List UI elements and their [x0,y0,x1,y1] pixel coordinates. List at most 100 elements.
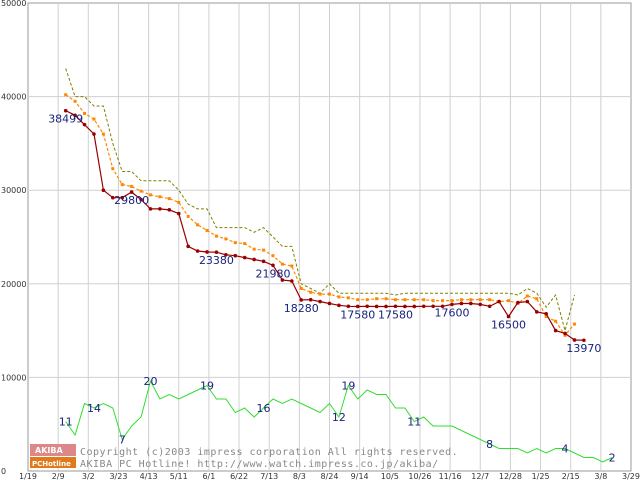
min-point [355,304,360,309]
x-tick-label: 3/29 [622,472,640,480]
min-point [73,113,77,118]
min-point [403,304,407,309]
avg-point [64,93,68,97]
avg-point [158,195,162,199]
series-layer [63,68,613,463]
avg-point [290,264,294,268]
avg-point [186,214,190,218]
min-data-label: 21980 [255,267,290,280]
min-point [167,208,172,212]
x-tick-label: 3/23 [109,472,127,480]
min-point [158,207,162,211]
min-point [506,314,511,319]
x-tick-label: 11/16 [439,472,462,480]
min-data-label: 13970 [566,342,601,355]
avg-point [431,299,435,303]
min-point [110,195,115,200]
count-data-label: 16 [257,402,271,415]
min-point [365,304,369,309]
min-point [271,263,275,268]
min-point [205,250,209,254]
min-data-label: 18280 [284,302,319,315]
min-point [469,301,473,306]
x-axis: 1/19 2/9 3/2 3/23 4/13 5/11 6/1 6/22 7/13 8/3 8/24… [19,472,640,480]
count-data-label: 11 [59,416,73,429]
avg-point [233,241,237,245]
min-point [582,338,586,343]
copyright-line-2: AKIBA PC Hotline! http://www.watch.impre… [80,459,439,470]
min-point [459,301,464,306]
avg-point [92,117,96,121]
avg-point [196,223,200,227]
y-tick-label: 0 [1,467,6,476]
min-point [346,304,351,309]
avg-point [83,111,87,115]
avg-point [450,299,454,303]
min-point [290,279,294,283]
min-point [384,304,388,309]
x-tick-label: 6/1 [202,472,215,480]
min-point [487,304,492,309]
avg-point [271,254,275,258]
min-point [440,304,445,309]
avg-point [488,298,492,302]
min-point [412,304,417,309]
avg-point [111,167,115,171]
x-tick-label: 8/3 [293,472,306,480]
min-point [308,297,313,302]
avg-point [563,333,567,337]
copyright-line-1: Copyright (c)2003 impress corporation Al… [80,447,458,458]
min-point [516,300,520,305]
copyright-notice: Copyright (c)2003 impress corporation Al… [80,447,458,470]
count-data-label: 7 [119,434,126,447]
avg-point [412,298,416,302]
min-point [82,122,87,127]
min-point [261,259,266,264]
min-point [101,188,106,192]
count-series-line [65,379,613,463]
avg-point [280,262,284,266]
min-point [242,255,247,260]
avg-point [328,292,331,296]
min-data-label: 23380 [199,254,234,267]
count-data-label: 2 [609,452,616,465]
x-tick-label: 2/15 [562,472,580,480]
x-tick-label: 1/25 [532,472,550,480]
x-tick-label: 7/13 [260,472,278,480]
x-tick-label: 12/28 [499,472,522,480]
min-point [148,207,153,211]
min-point [280,278,285,282]
min-point [572,338,577,342]
logo-top-text: AKIBA [35,446,63,455]
x-tick-label: 4/13 [140,472,158,480]
min-point [195,249,200,253]
avg-point [101,132,105,136]
min-point [563,331,567,336]
min-data-label: 17600 [434,306,469,319]
avg-point [544,315,548,319]
y-tick-label: 50000 [1,0,26,8]
min-point [233,253,238,258]
x-tick-label: 9/14 [351,472,369,480]
min-point [478,302,483,307]
avg-point [478,298,482,302]
x-tick-label: 12/7 [471,472,489,480]
avg-point [252,247,256,251]
count-data-label: 11 [407,416,421,429]
y-tick-label: 30000 [1,186,26,195]
count-data-label: 8 [486,438,493,451]
avg-point [469,298,473,302]
avg-point [318,292,322,296]
min-point [214,250,219,254]
x-tick-label: 10/5 [381,472,399,480]
data-labels: 38499 29800 23380 21980 18280 17580 17580 17600… [48,113,615,465]
y-tick-label: 20000 [1,280,26,289]
min-point [252,257,256,262]
min-data-label: 17580 [340,308,375,321]
min-point [176,211,181,216]
min-point [224,252,228,257]
avg-point [243,242,247,246]
min-point [544,311,549,316]
avg-point [384,297,388,301]
avg-point [73,99,77,103]
